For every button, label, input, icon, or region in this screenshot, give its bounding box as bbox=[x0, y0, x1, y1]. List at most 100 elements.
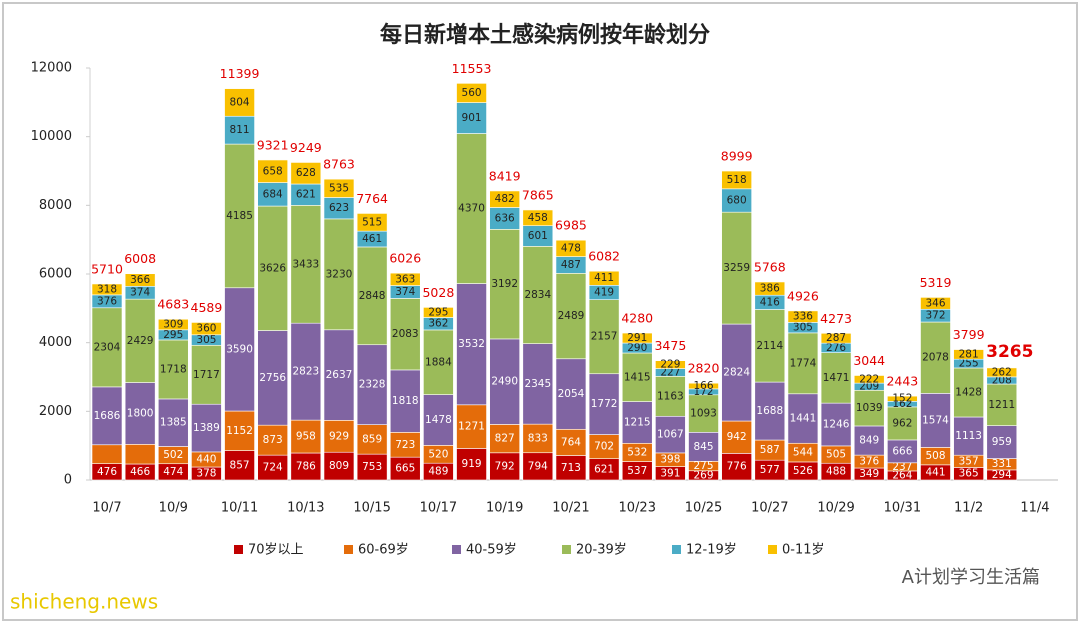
legend-label: 70岁以上 bbox=[248, 543, 304, 558]
bar-segment bbox=[91, 283, 123, 296]
data-label: 958 bbox=[296, 431, 316, 443]
data-label: 628 bbox=[296, 167, 316, 179]
data-label: 287 bbox=[826, 332, 846, 344]
data-label: 636 bbox=[495, 212, 515, 224]
data-label: 577 bbox=[760, 464, 780, 476]
data-label: 520 bbox=[428, 448, 448, 460]
data-label: 1772 bbox=[591, 398, 618, 410]
bar-segment bbox=[124, 273, 156, 287]
bar-segment bbox=[555, 239, 587, 257]
bar-segment bbox=[389, 272, 421, 286]
data-label: 526 bbox=[793, 465, 813, 477]
data-label: 1717 bbox=[193, 369, 220, 381]
data-label: 1152 bbox=[226, 425, 253, 437]
bar-segment bbox=[688, 432, 719, 462]
data-label: 2429 bbox=[127, 335, 154, 347]
data-label: 1039 bbox=[856, 402, 883, 414]
bar-segment bbox=[356, 453, 388, 481]
data-label: 349 bbox=[859, 468, 879, 480]
bar-segment bbox=[953, 349, 984, 360]
y-tick-label: 8000 bbox=[39, 198, 72, 213]
bar-segment bbox=[91, 444, 123, 464]
x-tick-label: 10/27 bbox=[751, 501, 788, 516]
data-label: 2756 bbox=[259, 372, 286, 384]
x-tick-label: 10/13 bbox=[287, 501, 324, 516]
data-label: 3433 bbox=[292, 258, 319, 270]
bar-segment bbox=[820, 332, 852, 344]
total-label: 4280 bbox=[621, 311, 653, 326]
data-label: 1067 bbox=[657, 429, 684, 441]
bar-segment bbox=[389, 298, 421, 371]
data-label: 222 bbox=[859, 373, 879, 385]
data-label: 398 bbox=[660, 454, 680, 466]
data-label: 336 bbox=[793, 311, 813, 323]
bar-segment bbox=[224, 115, 255, 145]
data-label: 2083 bbox=[392, 328, 419, 340]
data-label: 1428 bbox=[955, 386, 982, 398]
x-tick-label: 10/17 bbox=[420, 501, 457, 516]
total-label: 6008 bbox=[124, 251, 156, 266]
data-label: 919 bbox=[462, 458, 482, 470]
bar-segment bbox=[191, 344, 222, 405]
bar-segment bbox=[191, 403, 222, 453]
data-label: 262 bbox=[992, 366, 1012, 378]
data-label: 544 bbox=[793, 447, 813, 459]
data-label: 859 bbox=[362, 433, 382, 445]
bar-segment bbox=[290, 205, 322, 324]
data-label: 374 bbox=[395, 286, 415, 298]
data-label: 623 bbox=[329, 202, 349, 214]
bar-segment bbox=[787, 332, 819, 395]
data-label: 378 bbox=[196, 468, 216, 480]
bar-segment bbox=[887, 395, 918, 402]
data-label: 461 bbox=[362, 233, 382, 245]
total-label: 5768 bbox=[754, 259, 786, 274]
total-label: 6026 bbox=[389, 251, 421, 266]
bar-segment bbox=[522, 452, 554, 481]
data-label: 466 bbox=[130, 466, 150, 478]
bar-segment bbox=[456, 404, 487, 449]
bar-segment bbox=[522, 209, 554, 226]
total-label: 2820 bbox=[688, 361, 720, 376]
bar-segment bbox=[323, 420, 355, 453]
data-label: 482 bbox=[495, 193, 515, 205]
data-label: 478 bbox=[561, 242, 581, 254]
data-label: 152 bbox=[892, 393, 912, 405]
data-label: 537 bbox=[627, 465, 647, 477]
data-label: 3626 bbox=[259, 262, 286, 274]
data-label: 2114 bbox=[756, 340, 783, 352]
total-label: 3044 bbox=[853, 353, 885, 368]
bar-segment bbox=[754, 281, 786, 296]
data-label: 792 bbox=[495, 460, 515, 472]
bar-segment bbox=[257, 424, 289, 456]
total-label: 5319 bbox=[920, 275, 952, 290]
bar-segment bbox=[655, 415, 686, 454]
bar-segment bbox=[522, 343, 554, 425]
bar-segment bbox=[124, 444, 156, 465]
data-label: 665 bbox=[395, 463, 415, 475]
x-tick-label: 10/15 bbox=[353, 501, 390, 516]
data-label: 440 bbox=[196, 453, 216, 465]
legend-label: 0-11岁 bbox=[782, 543, 825, 558]
legend-swatch bbox=[562, 545, 571, 554]
x-tick-label: 10/9 bbox=[159, 501, 188, 516]
data-label: 2637 bbox=[326, 369, 353, 381]
data-label: 508 bbox=[925, 450, 945, 462]
data-label: 702 bbox=[594, 441, 614, 453]
bar-segment bbox=[555, 455, 587, 481]
bar-segment bbox=[588, 299, 620, 375]
bar-segment bbox=[920, 393, 951, 448]
bar-segment bbox=[655, 360, 686, 369]
data-label: 1163 bbox=[657, 390, 684, 402]
data-label: 794 bbox=[528, 460, 548, 472]
bar-segment bbox=[423, 394, 454, 446]
bar-segment bbox=[423, 329, 454, 395]
bar-segment bbox=[621, 332, 653, 344]
bar-segment bbox=[621, 401, 653, 444]
data-label: 587 bbox=[760, 444, 780, 456]
x-tick-label: 10/23 bbox=[619, 501, 656, 516]
bar-segment bbox=[489, 190, 520, 208]
data-label: 2824 bbox=[723, 367, 750, 379]
bar-segment bbox=[323, 329, 355, 421]
bar-segment bbox=[257, 159, 289, 183]
bar-segment bbox=[920, 321, 951, 394]
